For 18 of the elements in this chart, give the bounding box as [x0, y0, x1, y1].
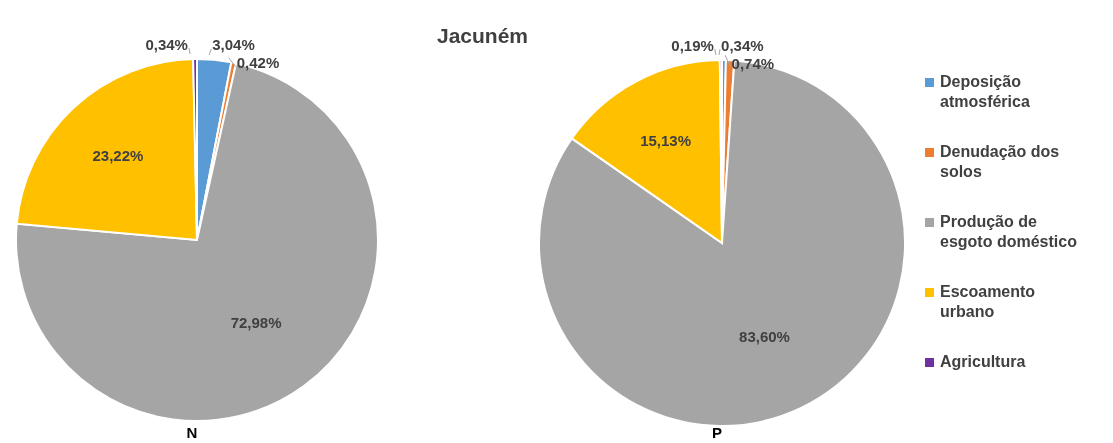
data-label: 0,42%: [236, 54, 280, 72]
legend-label: Denudação dos solos: [940, 142, 1061, 182]
legend-label: Produção de esgoto doméstico: [940, 212, 1078, 252]
text: N: [185, 424, 199, 441]
text: P: [711, 424, 723, 441]
data-label: 3,04%: [212, 36, 255, 54]
data-label: 0,74%: [731, 54, 775, 72]
data-label: 15,13%: [640, 132, 692, 150]
legend-label: Deposição atmosférica: [940, 72, 1031, 112]
data-label: 0,19%: [671, 36, 714, 54]
data-label: 83,60%: [739, 328, 790, 346]
data-label: 0,34%: [145, 35, 188, 53]
data-label: 23,22%: [92, 147, 144, 165]
chart-title: Jacuném: [437, 24, 529, 48]
legend-label: Escoamento urbano: [940, 282, 1037, 322]
data-label: 72,98%: [230, 314, 282, 332]
data-label: 0,34%: [721, 36, 764, 54]
legend-label: Agricultura: [940, 352, 1027, 372]
